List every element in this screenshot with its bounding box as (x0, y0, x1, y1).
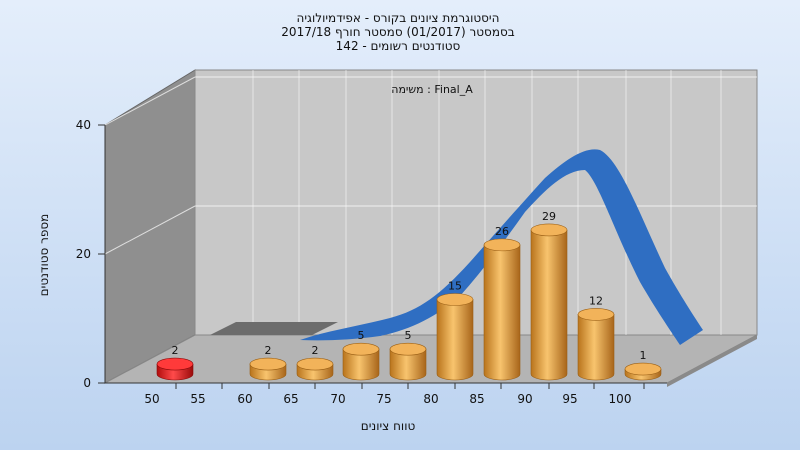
bar-cap-90 (530, 223, 568, 237)
bars: 2 2 2 5 5 15 26 29 12 1 (156, 210, 662, 381)
gridline-side-1 (104, 205, 196, 255)
bar-cap-65 (296, 357, 334, 371)
chart-title-line-3: סטודנטים רשומים - 142 (336, 39, 461, 53)
bar-body-80 (436, 299, 474, 381)
bar-value-label-70: 5 (358, 329, 365, 342)
bar-cap-95 (577, 308, 615, 321)
bar-value-label-75: 5 (405, 329, 412, 342)
bar-cap-60 (249, 357, 287, 371)
x-axis-ticks: 50 55 60 65 70 75 80 85 90 95 100 (144, 383, 645, 406)
left-side-wall (104, 69, 196, 384)
bar-cap-100 (624, 362, 662, 376)
bar-value-label-85: 26 (495, 225, 509, 238)
gridline-side-2 (104, 76, 196, 126)
bar-70: 5 (342, 329, 380, 381)
y-tick-label-0: 0 (83, 376, 91, 390)
y-tick-label-1: 20 (76, 247, 91, 261)
x-tick-label-9: 95 (562, 392, 577, 406)
bar-60: 2 (249, 344, 287, 381)
bar-cap-80 (436, 293, 474, 306)
bar-cap-75 (389, 342, 427, 356)
bar-body-90 (530, 229, 568, 381)
bar-80: 15 (436, 280, 474, 381)
y-tick-label-2: 40 (76, 118, 91, 132)
bar-90: 29 (530, 210, 568, 381)
x-tick-label-3: 65 (283, 392, 298, 406)
bar-65: 2 (296, 344, 334, 381)
x-tick-label-5: 75 (376, 392, 391, 406)
x-axis-label: טווח ציונים (361, 419, 416, 433)
x-tick-label-4: 70 (330, 392, 345, 406)
x-tick-label-2: 60 (237, 392, 252, 406)
x-tick-label-8: 90 (517, 392, 532, 406)
x-tick-label-0: 50 (144, 392, 159, 406)
x-tick-label-1: 55 (190, 392, 205, 406)
bar-value-label-80: 15 (448, 280, 462, 293)
bar-85: 26 (483, 225, 521, 381)
bar-cap-70 (342, 342, 380, 356)
bar-100: 1 (624, 349, 662, 381)
chart-title-line-1: היסטוגרמת ציונים בקורס - אפידמיולוגיה (297, 11, 500, 25)
bar-body-70 (342, 348, 380, 381)
y-axis-ticks: 0 20 40 (76, 118, 105, 390)
bar-value-label-50: 2 (172, 344, 179, 357)
bar-cap-85 (483, 238, 521, 252)
gridlines (104, 70, 757, 335)
distribution-curve (300, 149, 703, 345)
bar-body-75 (389, 348, 427, 381)
missing-data-band (210, 322, 338, 335)
bar-95: 12 (577, 294, 615, 381)
bar-value-label-100: 1 (640, 349, 647, 362)
x-tick-label-10: 100 (609, 392, 632, 406)
bar-body-85 (483, 244, 521, 381)
bar-value-label-60: 2 (265, 344, 272, 357)
bar-50: 2 (156, 344, 194, 381)
bar-body-95 (577, 314, 615, 381)
x-tick-label-7: 85 (469, 392, 484, 406)
floor-right-edge (667, 335, 757, 387)
bar-value-label-65: 2 (312, 344, 319, 357)
bar-cap-50 (156, 357, 194, 371)
chart-title-line-2: בסמסטר (01/2017) סמסטר חורף 2017/18 (281, 25, 514, 39)
x-tick-label-6: 80 (423, 392, 438, 406)
task-label: משימה : Final_A (391, 83, 473, 96)
y-axis-label: מספר סטודנטים (37, 214, 51, 297)
bar-value-label-90: 29 (542, 210, 556, 223)
bar-75: 5 (389, 329, 427, 381)
bar-value-label-95: 12 (589, 294, 603, 307)
